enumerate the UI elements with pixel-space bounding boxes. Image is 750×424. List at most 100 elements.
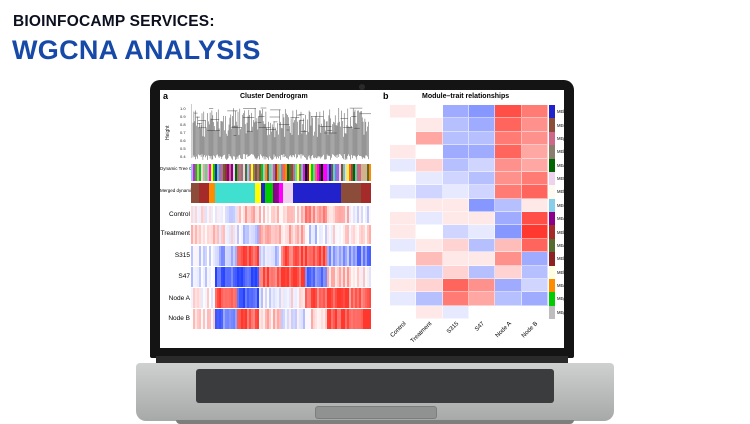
heatmap-cell — [241, 206, 243, 223]
heatmap-cell — [287, 206, 289, 223]
heatmap-cell — [201, 309, 203, 329]
heatmap-cell — [321, 309, 323, 329]
heatmap-cell — [235, 267, 237, 287]
heatmap-cell — [237, 309, 239, 329]
heatmap-cell — [289, 246, 291, 266]
heatmap-cell — [333, 309, 335, 329]
module-trait-cell — [442, 105, 469, 119]
heatmap-cell — [245, 246, 247, 266]
heatmap-cell — [203, 225, 205, 244]
heatmap-cell — [297, 225, 299, 244]
heatmap-cell — [351, 309, 353, 329]
module-color-bar — [329, 164, 331, 181]
module-trait-cell — [416, 265, 443, 279]
heatmap-cell — [253, 309, 255, 329]
heatmap-cell — [365, 246, 367, 266]
heatmap-cell — [209, 309, 211, 329]
heatmap-cell — [225, 309, 227, 329]
module-color-bar — [229, 164, 231, 181]
module-name: MEfloralwhite — [557, 189, 564, 195]
module-trait-cell — [442, 278, 469, 293]
module-trait-cell — [495, 185, 522, 199]
heatmap-cell — [279, 246, 281, 266]
heatmap-cell — [321, 288, 323, 308]
heatmap-cell — [303, 206, 305, 223]
module-color-bar — [271, 164, 273, 181]
module-color-bar — [349, 164, 351, 181]
module-color-bar — [285, 164, 287, 181]
heatmap-cell — [227, 267, 229, 287]
heatmap-cell — [257, 206, 259, 223]
heatmap-cell — [225, 225, 227, 244]
heatmap-cell — [233, 225, 235, 244]
heatmap-cell — [303, 309, 305, 329]
heatmap-cell — [367, 225, 369, 244]
heatmap-cell — [201, 288, 203, 308]
heatmap-cell — [197, 225, 199, 244]
heatmap-cell — [267, 288, 269, 308]
heatmap-cell — [199, 225, 201, 244]
heatmap-cell — [263, 309, 265, 329]
module-trait-cell — [469, 305, 496, 319]
trait-row-label: Treatment — [160, 230, 190, 237]
trackpad — [315, 406, 437, 419]
heatmap-cell — [317, 288, 319, 308]
module-trait-cell — [390, 185, 417, 199]
laptop-hinge — [156, 356, 568, 363]
heatmap-cell — [283, 225, 285, 244]
heatmap-cell — [245, 225, 247, 244]
module-trait-cell — [390, 105, 417, 119]
heatmap-cell — [337, 206, 339, 223]
heatmap-cell — [261, 246, 263, 266]
module-trait-cell — [390, 225, 417, 239]
heatmap-cell — [305, 267, 307, 287]
heatmap-cell — [195, 225, 197, 244]
module-color-bar — [289, 164, 291, 181]
heatmap-cell — [311, 225, 313, 244]
header-headline: WGCNA ANALYSIS — [12, 35, 261, 65]
module-color-bar — [263, 164, 265, 181]
heatmap-cell — [315, 309, 317, 329]
module-trait-cell — [495, 305, 522, 319]
heatmap-cell — [325, 246, 327, 266]
heatmap-cell — [363, 288, 365, 308]
heatmap-cell — [207, 206, 209, 223]
heatmap-cell — [191, 288, 193, 308]
module-trait-cell — [416, 238, 443, 253]
heatmap-cell — [241, 267, 243, 287]
heatmap-cell — [317, 225, 319, 244]
module-color-bar — [277, 164, 279, 181]
heatmap-cell — [237, 206, 239, 223]
merged-module-bar — [215, 183, 255, 203]
heatmap-cell — [215, 309, 217, 329]
module-color-bar — [291, 164, 293, 181]
module-trait-cell — [495, 158, 522, 172]
dendrogram-branches — [192, 107, 371, 160]
module-trait-cell — [442, 212, 469, 226]
heatmap-cell — [215, 225, 217, 244]
heatmap-cell — [219, 206, 221, 223]
heatmap-cell — [297, 309, 299, 329]
heatmap-cell — [305, 246, 307, 266]
heatmap-cell — [329, 225, 331, 244]
heatmap-cell — [321, 246, 323, 266]
heatmap-cell — [241, 225, 243, 244]
merged-module-bar — [265, 183, 273, 203]
heatmap-cell — [255, 206, 257, 223]
heatmap-cell — [259, 309, 261, 329]
heatmap-cell — [249, 288, 251, 308]
heatmap-cell — [357, 267, 359, 287]
heatmap-cell — [331, 225, 333, 244]
heatmap-cell — [355, 206, 357, 223]
heatmap-cell — [333, 267, 335, 287]
heatmap-cell — [191, 225, 193, 244]
merged-module-bar — [273, 183, 279, 203]
heatmap-cell — [313, 288, 315, 308]
heatmap-cell — [289, 309, 291, 329]
module-color-bar — [225, 164, 227, 181]
heatmap-cell — [351, 225, 353, 244]
module-color-bar — [313, 164, 315, 181]
heatmap-cell — [205, 246, 207, 266]
module-name: MEdarkorange — [557, 283, 564, 289]
heatmap-cell — [277, 246, 279, 266]
